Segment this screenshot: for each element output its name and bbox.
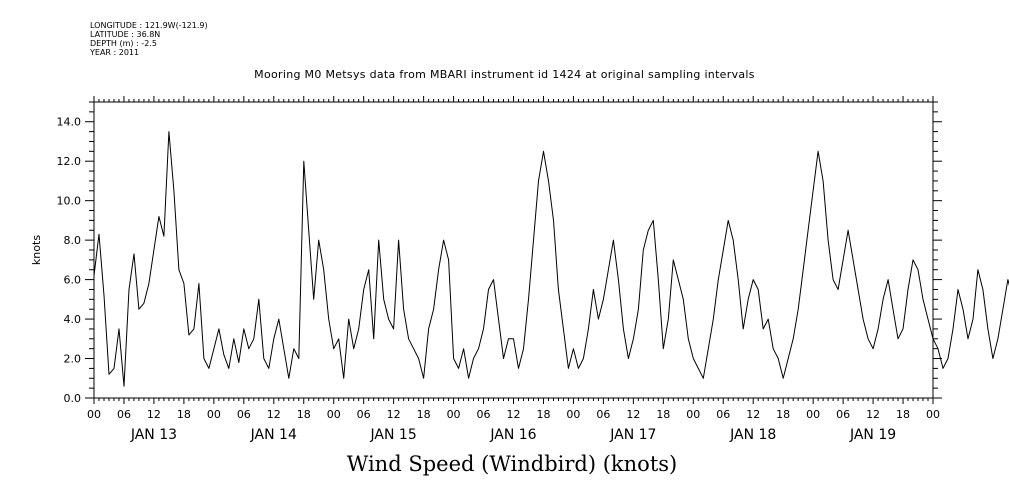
year-label: YEAR : 2011	[90, 48, 140, 57]
x-hour-label: 00	[926, 408, 940, 421]
longitude-label: LONGITUDE : 121.9W(-121.9)	[90, 21, 208, 30]
x-hour-label: 06	[117, 408, 131, 421]
y-tick-label: 10.0	[57, 195, 82, 208]
x-hour-label: 12	[387, 408, 401, 421]
x-hour-label: 00	[87, 408, 101, 421]
x-hour-label: 06	[836, 408, 850, 421]
x-hour-label: 00	[686, 408, 700, 421]
y-tick-label: 8.0	[64, 234, 82, 247]
x-hour-label: 18	[536, 408, 550, 421]
y-tick-label: 14.0	[57, 116, 82, 129]
x-day-label: JAN 19	[849, 427, 896, 443]
tick-labels: 0.0 2.0 4.0 6.0 8.0 10.0 12.0 14.0 00 06 12 18 00 06 1…	[57, 116, 941, 443]
x-hour-label: 00	[566, 408, 580, 421]
x-hour-label: 00	[327, 408, 341, 421]
x-hour-label: 00	[207, 408, 221, 421]
x-hour-label: 00	[447, 408, 461, 421]
y-tick-label: 6.0	[64, 274, 82, 287]
x-hour-label: 12	[746, 408, 760, 421]
x-day-label: JAN 16	[489, 427, 536, 443]
x-day-label: JAN 14	[250, 427, 297, 443]
x-hour-label: 12	[507, 408, 521, 421]
y-tick-label: 0.0	[64, 392, 82, 405]
x-hour-label: 18	[656, 408, 670, 421]
x-hour-label: 06	[596, 408, 610, 421]
y-tick-label: 4.0	[64, 313, 82, 326]
x-hour-label: 12	[866, 408, 880, 421]
x-hour-label: 12	[267, 408, 281, 421]
x-day-label: JAN 17	[609, 427, 656, 443]
station-metadata: LONGITUDE : 121.9W(-121.9) LATITUDE : 36…	[90, 21, 208, 57]
x-hour-label: 12	[626, 408, 640, 421]
plot-frame	[93, 101, 934, 399]
latitude-label: LATITUDE : 36.8N	[90, 30, 161, 39]
x-axis-title: Wind Speed (Windbird) (knots)	[346, 452, 678, 476]
x-hour-label: 18	[776, 408, 790, 421]
depth-label: DEPTH (m) : -2.5	[90, 39, 157, 48]
x-day-label: JAN 18	[729, 427, 776, 443]
x-hour-label: 18	[177, 408, 191, 421]
y-axis-label: knots	[30, 235, 43, 265]
axis-ticks	[85, 96, 942, 404]
x-hour-label: 06	[357, 408, 371, 421]
x-day-label: JAN 15	[370, 427, 417, 443]
x-hour-label: 18	[297, 408, 311, 421]
y-tick-label: 12.0	[57, 155, 82, 168]
series-group	[93, 131, 1009, 387]
plot-border	[93, 101, 934, 399]
series-line	[93, 131, 1009, 387]
plot-title: Mooring M0 Metsys data from MBARI instru…	[254, 68, 755, 81]
x-hour-label: 06	[237, 408, 251, 421]
x-hour-label: 00	[806, 408, 820, 421]
x-hour-label: 12	[147, 408, 161, 421]
x-hour-label: 18	[417, 408, 431, 421]
x-hour-label: 06	[716, 408, 730, 421]
x-hour-label: 18	[896, 408, 910, 421]
y-tick-label: 2.0	[64, 353, 82, 366]
x-hour-label: 06	[477, 408, 491, 421]
x-day-label: JAN 13	[130, 427, 177, 443]
